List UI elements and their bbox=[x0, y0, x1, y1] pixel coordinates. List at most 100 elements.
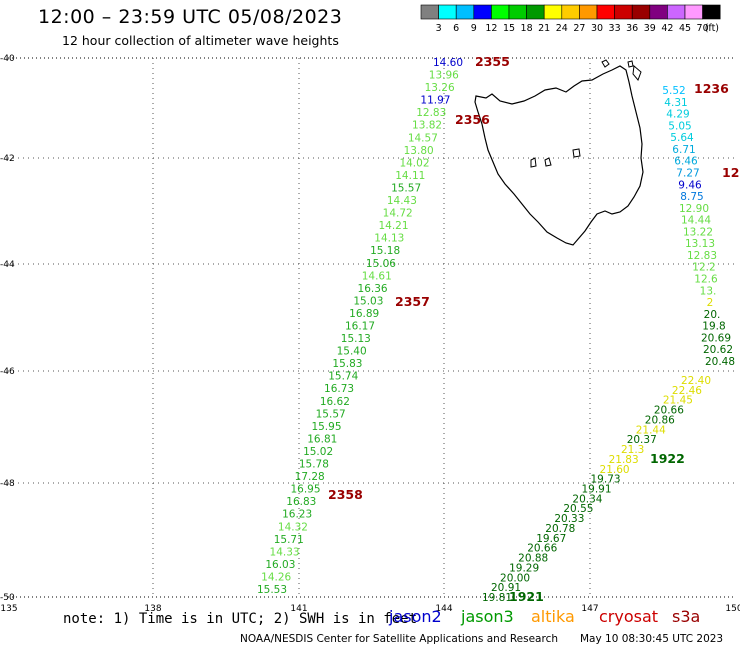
wave-height-label: 9.46 bbox=[678, 179, 702, 191]
pass-time-label: 2355 bbox=[475, 54, 510, 69]
wave-height-label: 14.72 bbox=[383, 208, 413, 220]
island-outline bbox=[572, 148, 581, 158]
wave-height-label: 20.91 bbox=[491, 582, 521, 594]
wave-height-label: 8.75 bbox=[680, 191, 703, 203]
latitude-label: -48 bbox=[0, 479, 15, 489]
latitude-label: -50 bbox=[0, 593, 15, 603]
colorbar-swatch bbox=[702, 4, 721, 20]
wave-height-label: 13.96 bbox=[429, 70, 459, 82]
wave-height-label: 19.91 bbox=[581, 484, 611, 496]
wave-height-label: 13. bbox=[700, 285, 717, 297]
latitude-label: -42 bbox=[0, 154, 15, 164]
island-outline bbox=[530, 157, 537, 168]
satellite-legend-jason2: jason2 bbox=[389, 607, 442, 626]
wave-height-label: 6.46 bbox=[674, 156, 698, 168]
wave-height-label: 21.44 bbox=[636, 424, 666, 436]
map-subtitle: 12 hour collection of altimeter wave hei… bbox=[62, 33, 339, 48]
wave-height-label: 17.28 bbox=[295, 471, 325, 483]
colorbar-tick-label: 6 bbox=[453, 23, 459, 34]
wave-height-label: 16.36 bbox=[358, 283, 388, 295]
longitude-label: 144 bbox=[435, 604, 452, 614]
wave-height-label: 5.05 bbox=[668, 120, 691, 132]
wave-height-label: 20.62 bbox=[703, 344, 733, 356]
wave-height-label: 14.11 bbox=[395, 170, 425, 182]
wave-height-label: 14.13 bbox=[374, 233, 404, 245]
wave-height-label: 20.69 bbox=[701, 332, 731, 344]
wave-height-label: 16.95 bbox=[290, 484, 320, 496]
wave-height-label: 14.61 bbox=[362, 270, 392, 282]
color-scale-bar: 3 6 9 12 15 18 21 24 27 30 33 36 39 42 45 70(ft) bbox=[420, 4, 721, 34]
wave-height-label: 16.23 bbox=[282, 509, 312, 521]
pass-time-label: 2356 bbox=[455, 112, 490, 127]
colorbar-tick-label: 39 bbox=[644, 23, 656, 34]
wave-height-label: 20.33 bbox=[554, 513, 584, 525]
wave-height-label: 20.48 bbox=[705, 356, 735, 368]
credit-line: NOAA/NESDIS Center for Satellite Applica… bbox=[240, 633, 558, 645]
colorbar-tick-label: 24 bbox=[556, 23, 568, 34]
wave-height-label: 15.57 bbox=[391, 182, 421, 194]
wave-height-label: 22.46 bbox=[672, 385, 702, 397]
longitude-label: 147 bbox=[581, 604, 598, 614]
wave-height-label: 12.6 bbox=[694, 274, 718, 286]
island-outline bbox=[601, 59, 610, 68]
colorbar-tick-label: 27 bbox=[573, 23, 585, 34]
wave-height-label: 15.53 bbox=[257, 584, 287, 596]
wave-height-label: 16.89 bbox=[349, 308, 379, 320]
wave-height-label: 19.81 bbox=[482, 592, 512, 604]
map-title: 12:00 – 23:59 UTC 05/08/2023 bbox=[38, 6, 343, 28]
wave-height-label: 20.37 bbox=[627, 434, 657, 446]
wave-height-label: 15.03 bbox=[353, 295, 383, 307]
longitude-label: 150 bbox=[725, 604, 740, 614]
longitude-label: 135 bbox=[0, 604, 17, 614]
latitude-label: -44 bbox=[0, 260, 15, 270]
latitude-label: -46 bbox=[0, 367, 15, 377]
wave-height-label: 13.80 bbox=[404, 145, 434, 157]
wave-height-label: 12.83 bbox=[416, 107, 446, 119]
colorbar-tick-label: 70 bbox=[697, 23, 709, 34]
wave-height-label: 21.60 bbox=[600, 464, 630, 476]
wave-height-label: 5.64 bbox=[670, 132, 694, 144]
generated-timestamp: May 10 08:30:45 UTC 2023 bbox=[580, 633, 724, 645]
wave-height-label: 4.31 bbox=[664, 97, 687, 109]
colorbar-tick-label: 15 bbox=[503, 23, 515, 34]
wave-height-label: 16.62 bbox=[320, 396, 350, 408]
wave-height-label: 15.83 bbox=[332, 358, 362, 370]
colorbar-tick-label: 3 bbox=[436, 23, 442, 34]
wave-height-label: 4.29 bbox=[666, 109, 689, 121]
wave-height-label: 13.13 bbox=[685, 238, 715, 250]
footer-note: note: 1) Time is in UTC; 2) SWH is in fe… bbox=[63, 611, 418, 627]
wave-height-label: 15.74 bbox=[328, 371, 358, 383]
satellite-legend-s3a: s3a bbox=[672, 607, 701, 626]
colorbar-unit: (ft) bbox=[705, 23, 719, 34]
island-outline bbox=[627, 60, 634, 68]
satellite-legend-jason3: jason3 bbox=[461, 607, 514, 626]
wave-height-label: 19.67 bbox=[536, 533, 566, 545]
wave-height-label: 15.18 bbox=[370, 245, 400, 257]
wave-height-label: 14.60 bbox=[433, 57, 463, 69]
wave-height-label: 20.66 bbox=[527, 543, 557, 555]
wave-height-label: 20.88 bbox=[518, 553, 548, 565]
pass-time-label: 1236 bbox=[694, 81, 729, 96]
wave-height-label: 19.29 bbox=[509, 562, 539, 574]
wave-height-label: 21.3 bbox=[621, 444, 644, 456]
wave-height-label: 16.17 bbox=[345, 321, 375, 333]
wave-height-label: 15.57 bbox=[316, 408, 346, 420]
wave-height-label: 20.66 bbox=[654, 405, 684, 417]
wave-height-label: 22.40 bbox=[681, 375, 711, 387]
wave-height-label: 13.82 bbox=[412, 120, 442, 132]
colorbar-tick-label: 42 bbox=[661, 23, 673, 34]
wave-height-label: 15.06 bbox=[366, 258, 396, 270]
wave-height-label: 14.32 bbox=[278, 521, 308, 533]
wave-height-label: 20.55 bbox=[563, 503, 593, 515]
wave-height-label: 21.45 bbox=[663, 395, 693, 407]
wave-height-label: 15.78 bbox=[299, 459, 329, 471]
pass-time-label: 1922 bbox=[650, 451, 685, 466]
wave-height-label: 20.34 bbox=[572, 493, 602, 505]
colorbar-tick-label: 36 bbox=[626, 23, 638, 34]
pass-time-label-clipped: 12 bbox=[722, 165, 739, 180]
wave-height-label: 16.83 bbox=[286, 496, 316, 508]
wave-height-label: 15.02 bbox=[303, 446, 333, 458]
wave-height-label: 14.33 bbox=[270, 546, 300, 558]
wave-height-label: 16.03 bbox=[265, 559, 295, 571]
